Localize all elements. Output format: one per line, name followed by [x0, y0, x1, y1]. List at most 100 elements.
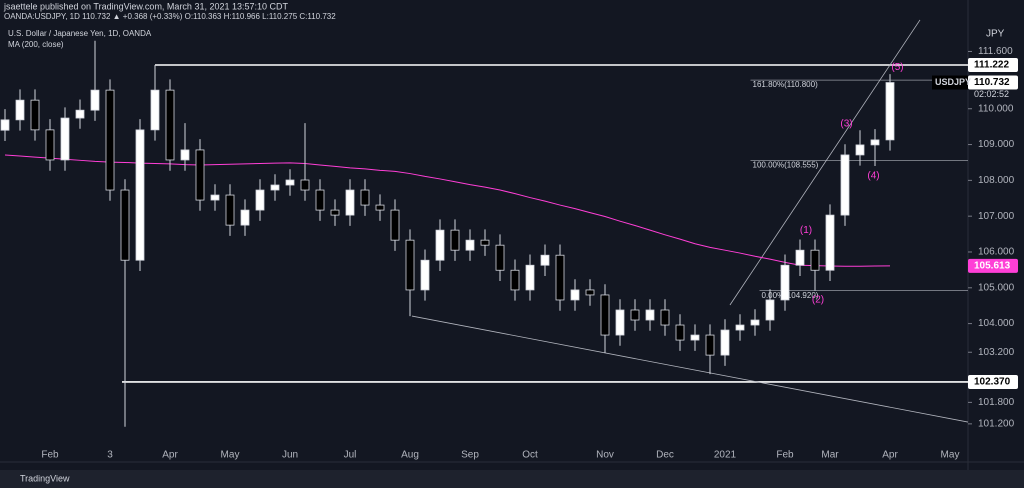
currency: JPY	[986, 29, 1005, 40]
candle-body	[315, 189, 325, 211]
x-tick-label: 3	[107, 450, 113, 461]
x-tick-label: Nov	[596, 450, 614, 461]
candle-body	[225, 194, 235, 226]
x-tick-label: Sep	[461, 450, 479, 461]
publisher: jsaettele published on TradingView.com, …	[3, 1, 289, 11]
candle-body	[300, 179, 310, 191]
candle-body	[405, 239, 415, 291]
y-tick-label: 106.000	[978, 247, 1015, 258]
price-box	[968, 75, 1018, 90]
fib-label: 161.80%(110.800)	[753, 80, 819, 89]
candle-body	[465, 239, 475, 251]
chart-title: U.S. Dollar / Japanese Yen, 1D, OANDA	[8, 29, 152, 38]
candle-body	[660, 309, 670, 326]
x-tick-label: Aug	[401, 450, 419, 461]
x-tick-label: Feb	[776, 450, 794, 461]
candle-body	[330, 209, 340, 216]
candle-body	[765, 299, 775, 321]
wave-label: (5)	[891, 62, 903, 73]
candle-body	[30, 99, 40, 131]
y-tick-label: 108.000	[978, 175, 1015, 186]
wave-label: (4)	[867, 171, 879, 182]
candle-body	[45, 129, 55, 161]
candle-body	[735, 324, 745, 331]
ma-line	[4, 154, 891, 267]
quote: OANDA:USDJPY, 1D 110.732 ▲ +0.368 (+0.33…	[4, 12, 336, 21]
candle-body	[585, 289, 595, 296]
trendline	[411, 315, 969, 423]
candle-body	[60, 117, 70, 161]
brand: TradingView	[20, 473, 70, 483]
y-tick-label: 101.800	[978, 397, 1015, 408]
candle-body	[240, 209, 250, 226]
candle-body	[495, 244, 505, 271]
x-tick-label: May	[221, 450, 240, 461]
y-tick-label: 110.000	[978, 103, 1014, 114]
candle-body	[360, 189, 370, 206]
candle-body	[555, 254, 565, 301]
fib-label: 100.00%(108.555)	[753, 161, 819, 170]
wave-label: (3)	[840, 118, 852, 129]
x-tick-label: May	[941, 450, 960, 461]
candle-body	[840, 154, 850, 216]
indicator: MA (200, close)	[8, 40, 64, 49]
candle-body	[120, 189, 130, 261]
candle-body	[885, 82, 895, 141]
candle-body	[375, 204, 385, 211]
x-tick-label: 2021	[714, 450, 737, 461]
x-tick-label: Apr	[162, 450, 178, 461]
price-box-label: 102.370	[974, 377, 1011, 388]
candle-body	[450, 229, 460, 251]
y-tick-label: 104.000	[978, 318, 1015, 329]
candle-body	[825, 214, 835, 271]
candle-body	[810, 249, 820, 271]
candle-body	[690, 334, 700, 341]
x-tick-label: Feb	[41, 450, 59, 461]
countdown: 02:02:52	[974, 89, 1009, 99]
y-tick-label: 111.600	[978, 46, 1013, 57]
candle-body	[420, 259, 430, 291]
x-tick-label: Dec	[656, 450, 674, 461]
symbol-label: USDJPY	[935, 77, 971, 87]
symbol-box	[932, 75, 968, 90]
candle-body	[705, 334, 715, 356]
candle-body	[540, 254, 550, 266]
candle-body	[750, 319, 760, 326]
candle-body	[855, 144, 865, 156]
x-tick-label: Oct	[522, 450, 538, 461]
candle-body	[780, 264, 790, 301]
price-box-label: 111.222	[974, 60, 1009, 71]
candle-body	[600, 294, 610, 336]
price-box-label: 110.732	[974, 77, 1010, 88]
candle-body	[630, 309, 640, 321]
candle-body	[645, 309, 655, 321]
candle-body	[510, 269, 520, 291]
candle-body	[195, 149, 205, 201]
y-tick-label: 109.000	[978, 139, 1015, 150]
candle-body	[720, 329, 730, 356]
y-tick-label: 105.000	[978, 282, 1015, 293]
candle-body	[0, 119, 10, 131]
candle-body	[285, 179, 295, 186]
price-box	[968, 57, 1018, 72]
candle-body	[525, 264, 535, 291]
candle-body	[75, 109, 85, 119]
fib-label: 0.00%(104.920)	[762, 291, 819, 300]
candle-body	[15, 99, 25, 121]
candle-body	[675, 324, 685, 341]
candle-body	[390, 209, 400, 241]
wave-label: (2)	[812, 295, 824, 306]
candle-body	[345, 189, 355, 216]
y-tick-label: 101.200	[978, 419, 1015, 430]
candle-body	[135, 129, 145, 261]
price-box	[968, 258, 1018, 273]
footer	[0, 470, 1024, 488]
candle-body	[105, 89, 115, 191]
x-tick-label: Mar	[821, 450, 839, 461]
candle-body	[180, 149, 190, 161]
price-box-label: 105.613	[974, 260, 1011, 271]
x-tick-label: Jun	[282, 450, 298, 461]
y-tick-label: 107.000	[978, 211, 1015, 222]
